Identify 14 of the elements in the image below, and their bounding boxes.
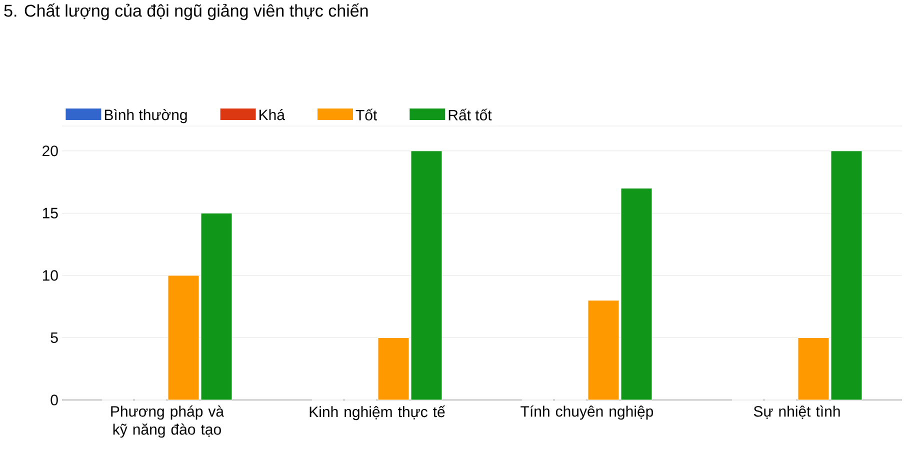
x-tick-label: Tính chuyên nghiệp [520,406,654,420]
y-tick-label: 0 [50,394,58,406]
y-tick-label: 20 [42,146,58,156]
y-tick-label: 15 [42,208,58,218]
chart-title: 5. Chất lượng của đội ngũ giảng viên thực chiến [4,4,368,20]
legend-label: Rất tốt [448,108,492,120]
legend-label: Tốt [356,108,378,120]
legend-label: Bình thường [104,109,187,124]
y-tick-label: 5 [50,332,58,343]
x-tick-label: Sự nhiệt tình [754,406,840,419]
x-tick-label: Kinh nghiệm thực tế [310,406,446,420]
y-tick-label: 10 [42,270,58,281]
legend-label: Khá [260,109,285,120]
x-tick-label: Phương pháp và kỹ năng đào tạo [111,406,224,438]
